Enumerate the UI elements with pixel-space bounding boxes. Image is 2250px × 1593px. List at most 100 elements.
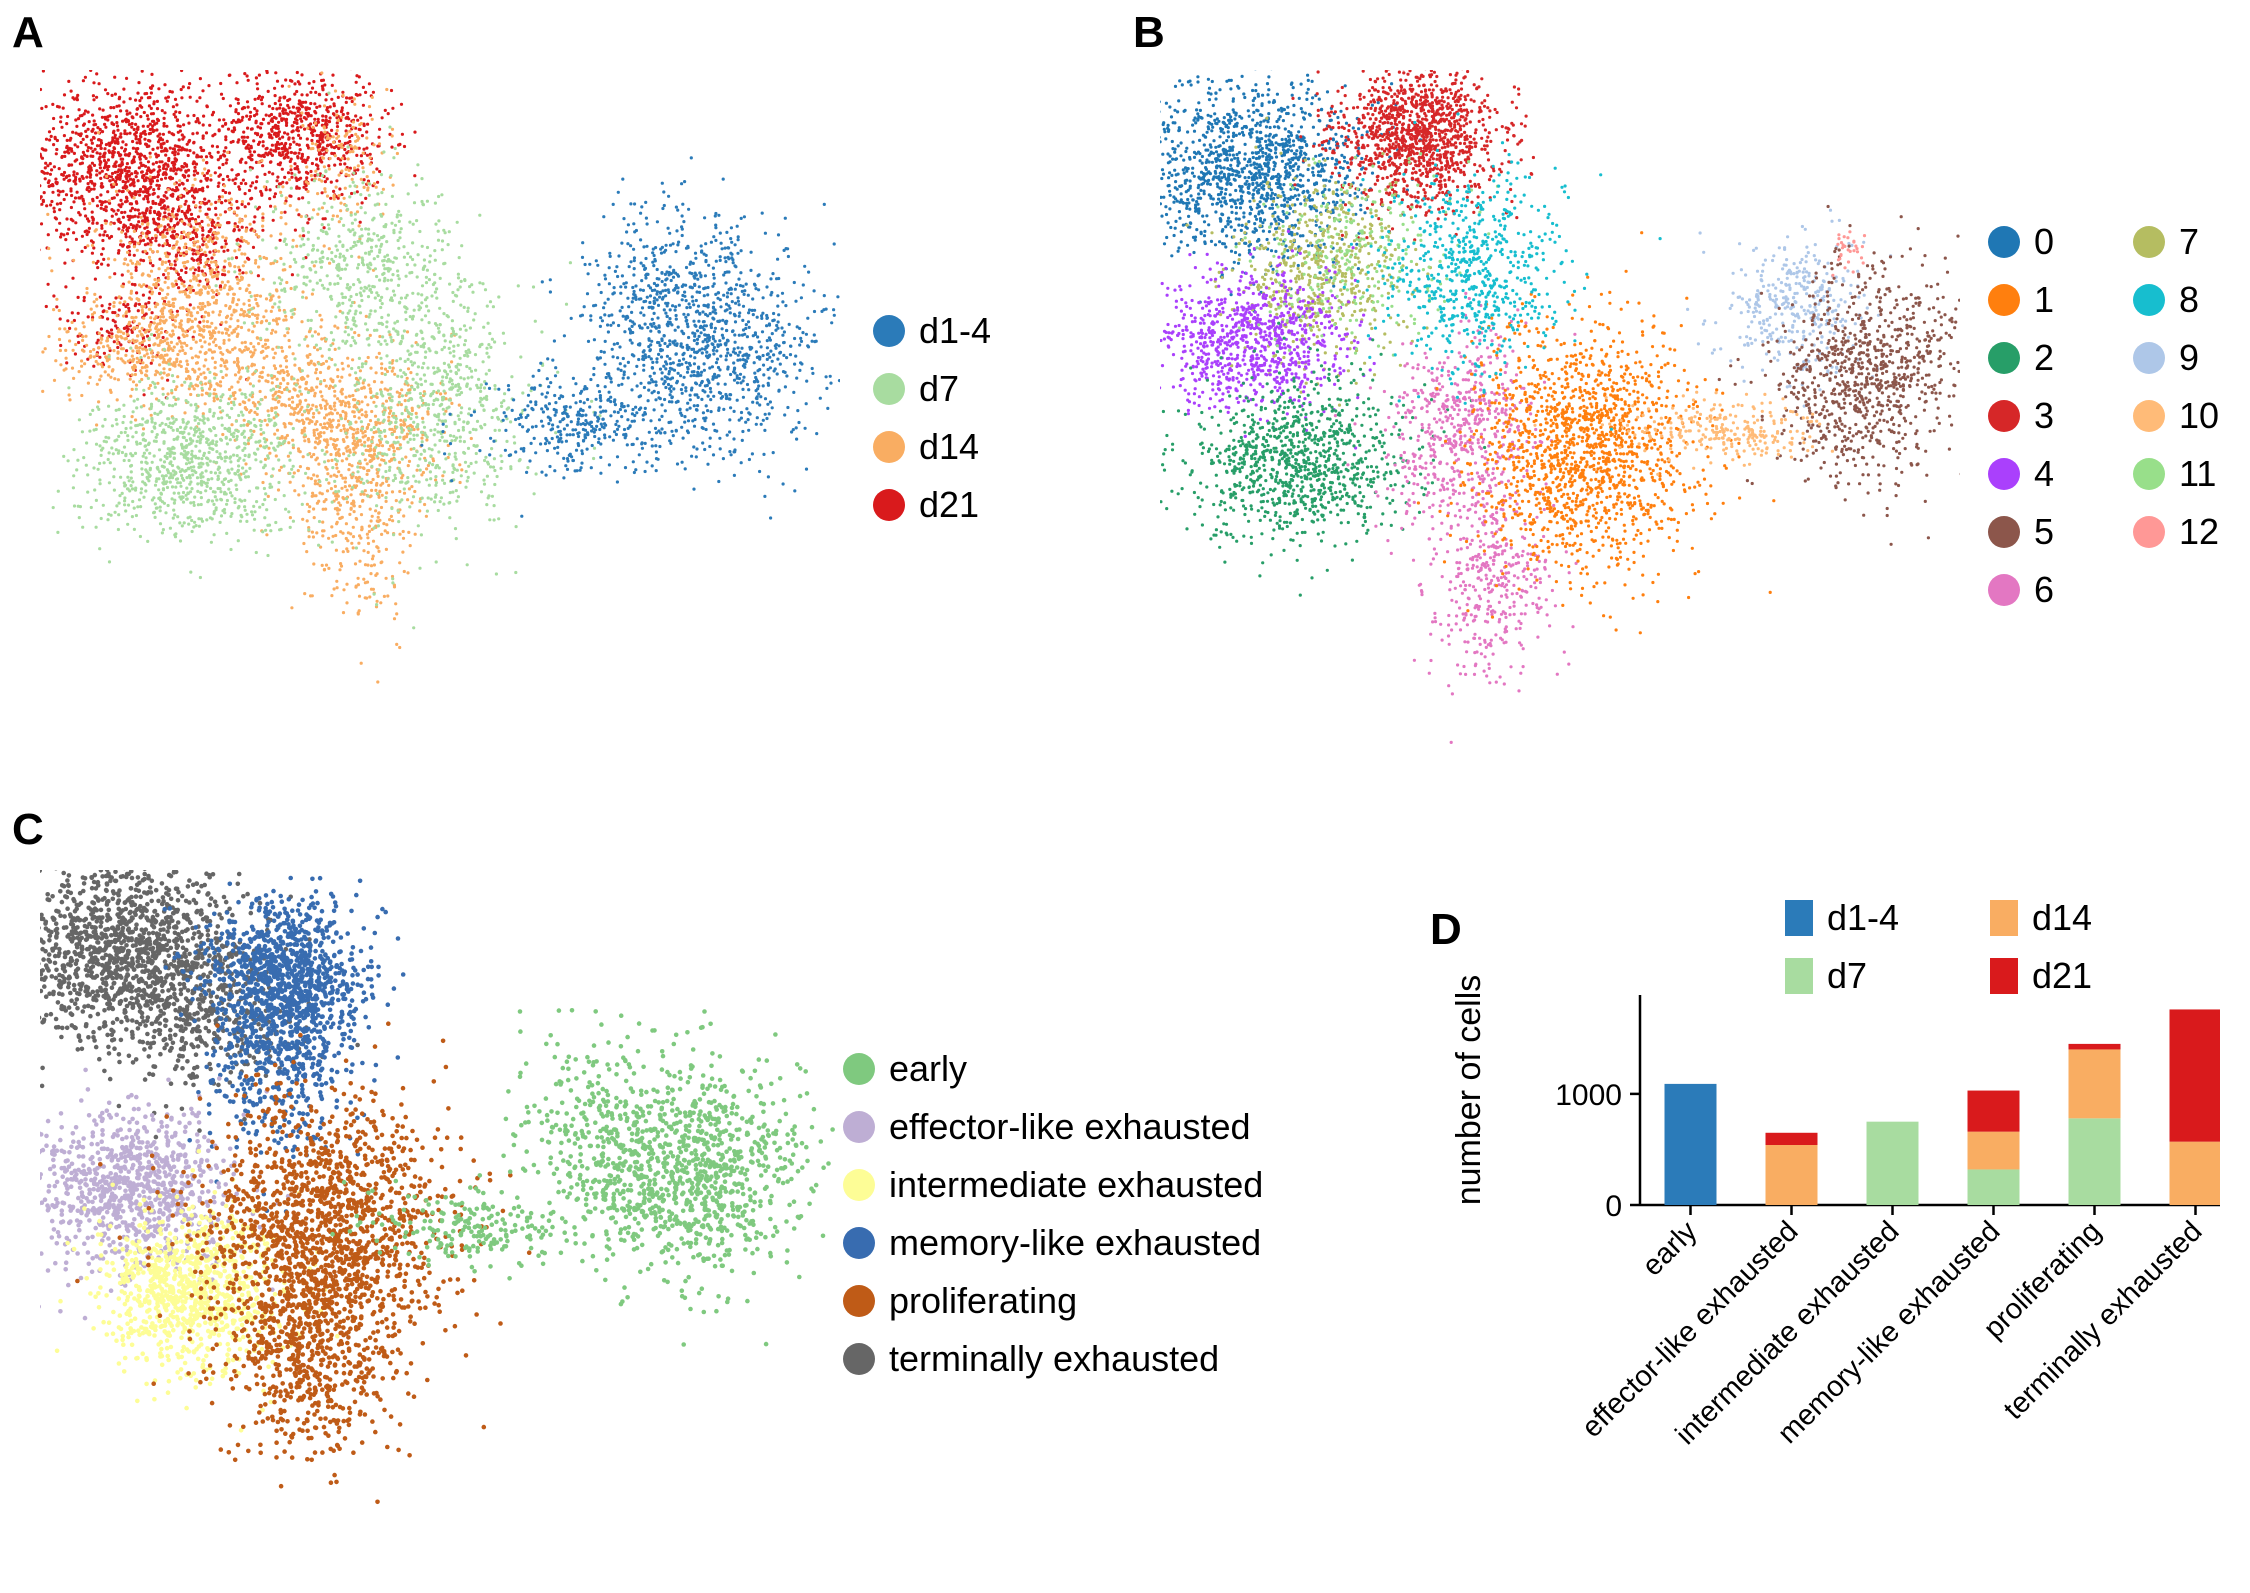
legend-d-entry: d21 xyxy=(1990,953,2190,999)
legend-marker xyxy=(1988,284,2020,316)
legend-label: 10 xyxy=(2179,395,2219,437)
legend-marker xyxy=(1988,342,2020,374)
bar-d14-memory-like-exhausted xyxy=(1967,1131,2020,1170)
legend-label: d7 xyxy=(1827,955,1867,997)
legend-label: proliferating xyxy=(889,1280,1077,1322)
umap-b-cluster-c8 xyxy=(1342,112,1662,431)
legend-b-entry: 4 xyxy=(1988,445,2133,503)
legend-label: d14 xyxy=(919,426,979,468)
legend-d-entry: d1-4 xyxy=(1785,895,1990,941)
legend-b-entry: 3 xyxy=(1988,387,2133,445)
umap-a-cluster-d1_4 xyxy=(539,194,840,520)
legend-label: 7 xyxy=(2179,221,2199,263)
bar-d14-effector-like-exhausted xyxy=(1765,1145,1818,1205)
y-tick-label: 1000 xyxy=(1555,1079,1622,1112)
umap-b-cluster-c2 xyxy=(1160,321,1487,597)
umap-b-cluster-c10 xyxy=(1533,390,1834,476)
umap-a-cluster-d7 xyxy=(383,163,523,491)
legend-d-entry: d7 xyxy=(1785,953,1990,999)
legend-c-entry: early xyxy=(843,1040,1263,1098)
umap-a-cluster-d14 xyxy=(40,260,309,427)
umap-b-cluster-c6 xyxy=(1333,291,1577,565)
legend-b-entry: 1 xyxy=(1988,271,2133,329)
legend-label: d1-4 xyxy=(1827,897,1899,939)
legend-label: d21 xyxy=(919,484,979,526)
umap-panel-b xyxy=(1160,70,1960,745)
legend-b-entry: 10 xyxy=(2133,387,2250,445)
legend-label: terminally exhausted xyxy=(889,1338,1219,1380)
panel-label-b: B xyxy=(1133,8,1165,58)
legend-label: 1 xyxy=(2034,279,2054,321)
legend-label: 6 xyxy=(2034,569,2054,611)
legend-a-entry: d7 xyxy=(873,360,991,418)
legend-label: 8 xyxy=(2179,279,2199,321)
umap-b-cluster-c1 xyxy=(1416,231,1776,635)
panel-label-c: C xyxy=(12,805,44,855)
legend-marker xyxy=(1988,574,2020,606)
legend-label: 9 xyxy=(2179,337,2199,379)
umap-panel-c xyxy=(40,870,835,1505)
x-tick-label: terminally exhausted xyxy=(1998,1215,2209,1426)
legend-b-entry: 12 xyxy=(2133,503,2250,561)
legend-a-entry: d21 xyxy=(873,476,991,534)
legend-marker xyxy=(2133,458,2165,490)
bar-d14-terminally-exhausted xyxy=(2169,1141,2220,1205)
umap-a-cluster-d14 xyxy=(250,314,428,684)
legend-b-entry: 8 xyxy=(2133,271,2250,329)
legend-marker xyxy=(873,489,905,521)
legend-marker xyxy=(1988,458,2020,490)
umap-c-cluster-early xyxy=(501,1008,694,1275)
umap-panel-a xyxy=(40,70,840,684)
legend-marker xyxy=(1988,226,2020,258)
legend-c-entry: effector-like exhausted xyxy=(843,1098,1263,1156)
legend-label: 11 xyxy=(2179,453,2216,495)
y-tick-label: 0 xyxy=(1605,1190,1622,1223)
legend-marker xyxy=(2133,400,2165,432)
legend-label: d14 xyxy=(2032,897,2092,939)
umap-b-cluster-c12 xyxy=(1831,230,1867,277)
legend-marker xyxy=(873,431,905,463)
legend-label: intermediate exhausted xyxy=(889,1164,1263,1206)
legend-label: 5 xyxy=(2034,511,2054,553)
legend-marker xyxy=(843,1053,875,1085)
umap-a-cluster-d7 xyxy=(300,260,602,630)
umap-a-cluster-d14 xyxy=(260,71,399,272)
umap-a-cluster-d7 xyxy=(51,321,337,580)
umap-c-cluster-prolif xyxy=(151,1186,487,1505)
bar-d7-proliferating xyxy=(2068,1118,2121,1205)
bar-d7-memory-like-exhausted xyxy=(1967,1169,2020,1205)
bar-d14-proliferating xyxy=(2068,1049,2121,1119)
bar-d21-effector-like-exhausted xyxy=(1765,1132,1818,1145)
bar-d21-memory-like-exhausted xyxy=(1967,1090,2020,1132)
umap-a-cluster-d1_4 xyxy=(420,356,743,518)
bar-d21-terminally-exhausted xyxy=(2169,1009,2220,1142)
legend-swatch xyxy=(1785,958,1813,994)
legend-panel-b: 0 1 2 3 4 5 6 7 8 9 10 11 12 xyxy=(1988,213,2250,619)
legend-label: 2 xyxy=(2034,337,2054,379)
legend-marker xyxy=(843,1227,875,1259)
legend-b-entry: 9 xyxy=(2133,329,2250,387)
legend-marker xyxy=(843,1285,875,1317)
legend-marker xyxy=(2133,516,2165,548)
legend-marker xyxy=(843,1169,875,1201)
legend-c-entry: memory-like exhausted xyxy=(843,1214,1263,1272)
bar-d7-intermediate-exhausted xyxy=(1866,1121,1919,1205)
legend-b-entry: 6 xyxy=(1988,561,2133,619)
umap-b-cluster-c5 xyxy=(1717,204,1960,546)
legend-marker xyxy=(843,1343,875,1375)
legend-c-entry: proliferating xyxy=(843,1272,1263,1330)
legend-label: d21 xyxy=(2032,955,2092,997)
umap-b-cluster-c9 xyxy=(1686,208,1893,408)
x-tick-label: early xyxy=(1636,1215,1703,1282)
bar-d1-4-early xyxy=(1664,1083,1717,1205)
legend-d-entry: d14 xyxy=(1990,895,2190,941)
legend-b-entry: 2 xyxy=(1988,329,2133,387)
legend-marker xyxy=(843,1111,875,1143)
legend-c-entry: intermediate exhausted xyxy=(843,1156,1263,1214)
legend-swatch xyxy=(1990,958,2018,994)
legend-label: d1-4 xyxy=(919,310,991,352)
umap-b-cluster-c4 xyxy=(1160,229,1376,456)
legend-label: memory-like exhausted xyxy=(889,1222,1261,1264)
bar-d21-proliferating xyxy=(2068,1043,2121,1050)
